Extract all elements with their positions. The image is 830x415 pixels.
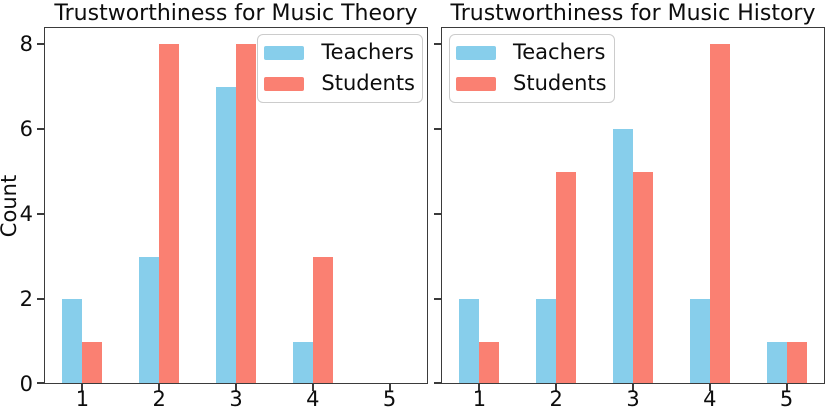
subplot-music-theory: Trustworthiness for Music Theory Count T… xyxy=(0,1,428,411)
legend: Teachers Students xyxy=(449,34,615,103)
y-tick-mark xyxy=(434,382,441,384)
x-tick-mark xyxy=(555,384,558,391)
x-tick-label: 4 xyxy=(306,387,320,411)
x-tick-mark xyxy=(388,384,391,391)
bar-teachers-cat4 xyxy=(689,299,710,384)
x-tick-mark xyxy=(311,384,314,391)
x-tick-label: 2 xyxy=(152,387,166,411)
x-tick-label: 4 xyxy=(703,387,717,411)
bar-teachers-cat2 xyxy=(139,256,160,384)
legend-label-students: Students xyxy=(513,71,607,95)
bar-teachers-cat5 xyxy=(766,341,787,384)
bar-teachers-cat1 xyxy=(459,299,480,384)
bar-teachers-cat3 xyxy=(613,129,633,384)
x-tick-label: 3 xyxy=(229,387,243,411)
bar-teachers-cat1 xyxy=(62,299,83,384)
bar-teachers-cat3 xyxy=(216,86,236,384)
bar-students-cat5 xyxy=(786,341,807,384)
legend-label-students: Students xyxy=(321,71,415,95)
bars-layer xyxy=(44,27,428,384)
x-tick-label: 2 xyxy=(549,387,563,411)
bar-students-cat4 xyxy=(312,256,333,384)
y-tick-mark xyxy=(37,43,44,45)
y-tick-label: 8 xyxy=(19,32,33,56)
x-tick-mark xyxy=(708,384,711,391)
y-tick-label: 4 xyxy=(19,202,33,226)
legend-item-teachers: Teachers xyxy=(456,41,607,64)
bar-students-cat3 xyxy=(633,171,653,384)
bar-students-cat2 xyxy=(159,44,180,384)
subplot-music-history: Trustworthiness for Music History Teache… xyxy=(434,1,825,411)
legend-item-students: Students xyxy=(456,72,607,95)
x-tick-mark xyxy=(235,384,237,391)
x-tick-label: 1 xyxy=(75,387,90,411)
x-tick-mark xyxy=(785,384,788,391)
legend-label-teachers: Teachers xyxy=(321,40,414,64)
teachers-color-swatch xyxy=(456,45,496,60)
y-tick-label: 0 xyxy=(19,372,33,396)
y-tick-label: 2 xyxy=(19,287,33,311)
teachers-color-swatch xyxy=(264,45,305,60)
x-tick-mark xyxy=(478,384,481,391)
bar-teachers-cat4 xyxy=(292,341,313,384)
bar-students-cat1 xyxy=(82,341,103,384)
x-tick-mark xyxy=(158,384,161,391)
legend-label-teachers: Teachers xyxy=(513,40,606,64)
y-tick-mark xyxy=(37,382,44,384)
chart-title: Trustworthiness for Music History xyxy=(450,1,816,26)
legend-item-students: Students xyxy=(264,72,415,95)
students-color-swatch xyxy=(264,76,305,91)
x-tick-label: 1 xyxy=(472,387,487,411)
y-tick-mark xyxy=(37,128,44,130)
bar-students-cat4 xyxy=(709,44,730,384)
bars-layer xyxy=(441,27,825,384)
y-tick-mark xyxy=(37,213,44,215)
students-color-swatch xyxy=(456,76,496,91)
legend: Teachers Students xyxy=(257,34,423,103)
legend-item-teachers: Teachers xyxy=(264,41,415,64)
bar-students-cat1 xyxy=(479,341,500,384)
y-tick-mark xyxy=(37,298,44,300)
y-tick-label: 6 xyxy=(19,117,33,141)
y-tick-mark xyxy=(434,128,441,130)
y-tick-mark xyxy=(434,298,441,300)
x-tick-label: 5 xyxy=(382,387,397,411)
bar-students-cat2 xyxy=(556,171,577,384)
x-tick-label: 3 xyxy=(626,387,640,411)
y-tick-mark xyxy=(434,213,441,215)
x-tick-label: 5 xyxy=(779,387,794,411)
bar-teachers-cat2 xyxy=(536,299,557,384)
bar-students-cat3 xyxy=(236,44,256,384)
chart-title: Trustworthiness for Music Theory xyxy=(54,1,418,26)
y-tick-mark xyxy=(434,43,441,45)
x-tick-mark xyxy=(632,384,634,391)
x-tick-mark xyxy=(81,384,84,391)
